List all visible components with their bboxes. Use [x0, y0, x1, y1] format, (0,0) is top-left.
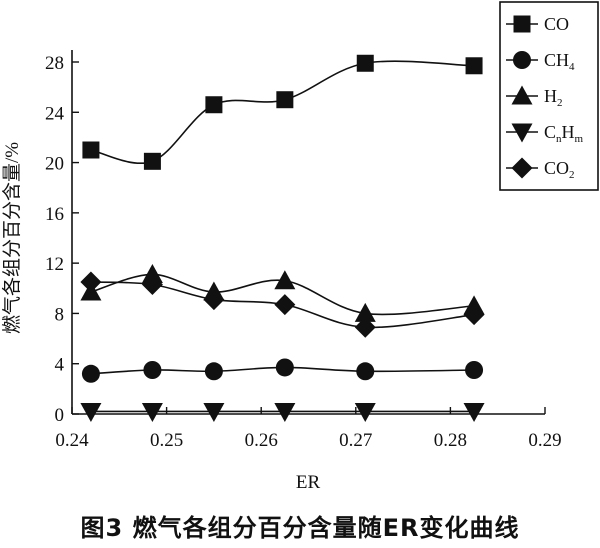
- legend-label-co: CO: [544, 14, 569, 34]
- data-point-co2: [354, 316, 376, 338]
- series-cnhm: [80, 402, 485, 422]
- data-point-h2: [354, 302, 376, 322]
- data-point-ch4: [275, 358, 294, 377]
- data-point-co2: [141, 274, 163, 296]
- figure-caption: 图3 燃气各组分百分含量随ER变化曲线: [80, 514, 520, 542]
- x-tick-label: 0.28: [434, 430, 467, 451]
- data-point-co2: [80, 271, 102, 293]
- y-axis-title: 燃气各组分百分含量/%: [1, 142, 23, 334]
- data-point-h2: [274, 270, 296, 290]
- series-ch4: [81, 358, 484, 383]
- data-point-co: [276, 91, 294, 109]
- series-layer: [80, 54, 485, 422]
- y-tick-label: 12: [45, 254, 64, 275]
- series-co2: [80, 271, 485, 338]
- legend-marker-cnhm: [511, 123, 533, 143]
- data-point-cnhm: [80, 402, 102, 422]
- y-tick-label: 24: [45, 103, 65, 124]
- axes: 0 4 8 12 16 20 24 28 0.24 0.25 0.26 0.27 0.28 0.29: [45, 50, 562, 451]
- x-tick-label: 0.27: [339, 430, 372, 451]
- y-tick-label: 4: [55, 355, 65, 376]
- data-point-ch4: [204, 362, 223, 381]
- data-point-cnhm: [354, 402, 376, 422]
- legend-marker-h2: [511, 85, 533, 105]
- series-line-co: [90, 60, 475, 164]
- series-h2: [80, 263, 485, 322]
- legend-label-co2: CO2: [544, 158, 575, 181]
- x-tick-label: 0.24: [55, 430, 89, 451]
- line-chart: 0 4 8 12 16 20 24 28 0.24 0.25 0.26 0.27 0.28 0.29 ER…: [1, 1, 599, 493]
- series-co: [82, 54, 483, 170]
- data-point-co: [82, 141, 100, 159]
- data-point-co: [143, 152, 161, 170]
- data-point-co2: [203, 289, 225, 311]
- data-point-cnhm: [141, 402, 163, 422]
- x-axis-title: ER: [296, 472, 321, 493]
- y-tick-label: 28: [45, 53, 64, 74]
- legend: CO CH4 H2 CnHm CO2: [499, 1, 599, 191]
- data-point-ch4: [356, 362, 375, 381]
- y-tick-label: 16: [45, 204, 64, 225]
- data-point-co: [465, 57, 483, 75]
- data-point-co: [356, 54, 374, 72]
- data-point-cnhm: [274, 402, 296, 422]
- data-point-co: [205, 96, 223, 114]
- data-point-co2: [274, 294, 296, 316]
- legend-marker-co: [513, 15, 531, 33]
- data-point-ch4: [143, 361, 162, 379]
- data-point-co2: [463, 304, 485, 326]
- legend-label-h2: H2: [544, 86, 563, 109]
- y-tick-label: 0: [55, 405, 65, 426]
- legend-label-cnhm: CnHm: [544, 122, 584, 145]
- y-tick-label: 20: [45, 154, 64, 175]
- x-tick-label: 0.29: [528, 430, 561, 451]
- legend-label-ch4: CH4: [544, 50, 575, 73]
- x-tick-label: 0.25: [150, 430, 183, 451]
- y-tick-label: 8: [55, 304, 65, 325]
- x-tick-label: 0.26: [245, 430, 278, 451]
- data-point-ch4: [81, 364, 100, 383]
- data-point-cnhm: [203, 402, 225, 422]
- data-point-h2: [141, 263, 163, 283]
- data-point-ch4: [465, 361, 484, 379]
- data-point-cnhm: [463, 402, 485, 422]
- legend-marker-co2: [511, 157, 533, 179]
- legend-marker-ch4: [513, 51, 531, 69]
